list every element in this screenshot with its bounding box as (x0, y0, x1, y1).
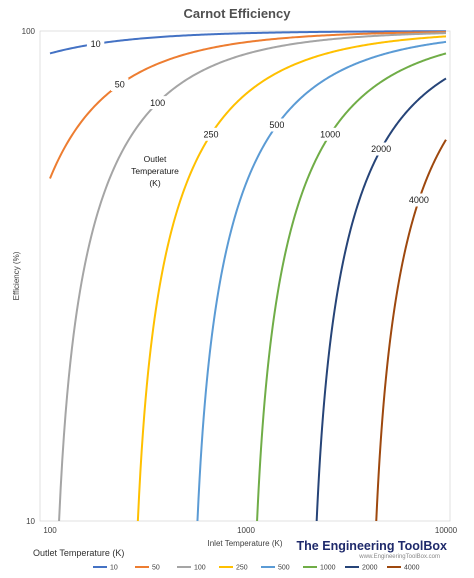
y-axis-title: Efficiency (%) (12, 251, 21, 300)
legend-label-2000: 2000 (362, 565, 378, 572)
series-label-bg-500 (265, 118, 289, 132)
series-label-250: 250 (203, 130, 218, 140)
plot-frame (39, 30, 451, 522)
legend-label-4000: 4000 (404, 565, 420, 572)
annotation-outlet-temperature: Outlet Temperature (K) (131, 154, 179, 188)
x-tick-label-1000: 1000 (237, 526, 255, 535)
series-line-500 (196, 40, 447, 522)
series-label-50: 50 (115, 80, 125, 90)
series-label-bg-250 (199, 127, 223, 141)
series-label-10: 10 (91, 39, 101, 49)
series-label-4000: 4000 (409, 195, 429, 205)
x-axis-title: Inlet Temperature (K) (208, 539, 283, 548)
legend-label-100: 100 (194, 565, 206, 572)
y-tick-label-100: 100 (22, 27, 36, 36)
series-label-500: 500 (269, 120, 284, 130)
series-line-100 (58, 32, 447, 522)
series-line-4000 (375, 139, 447, 522)
watermark-title: The Engineering ToolBox (297, 539, 448, 553)
legend-label-1000: 1000 (320, 565, 336, 572)
curves-layer (49, 30, 447, 522)
legend-label-10: 10 (110, 565, 118, 572)
plot-area (39, 30, 451, 522)
series-label-bg-10 (86, 37, 105, 51)
series-line-1000 (256, 52, 447, 522)
chart-title: Carnot Efficiency (184, 6, 292, 21)
legend-label-500: 500 (278, 565, 290, 572)
x-tick-label-10000: 10000 (435, 526, 458, 535)
legend-title: Outlet Temperature (K) (33, 548, 124, 558)
annotation-line-2: Temperature (131, 166, 179, 176)
x-tick-label-100: 100 (43, 526, 57, 535)
series-line-10 (49, 30, 447, 55)
y-tick-label-10: 10 (26, 517, 35, 526)
series-label-100: 100 (150, 98, 165, 108)
legend-label-50: 50 (152, 565, 160, 572)
series-line-250 (136, 35, 447, 522)
legend: 10 50 100 250 500 1000 2000 4000 (93, 565, 420, 572)
watermark: The Engineering ToolBox www.EngineeringT… (297, 539, 448, 560)
legend-label-250: 250 (236, 565, 248, 572)
series-label-bg-4000 (405, 193, 433, 207)
annotation-line-3: (K) (149, 178, 161, 188)
series-label-bg-1000 (316, 127, 345, 141)
series-label-2000: 2000 (371, 144, 391, 154)
curve-labels-layer: 10 50 100 250 500 1000 2000 4000 (86, 37, 433, 207)
watermark-url: www.EngineeringToolBox.com (358, 554, 440, 560)
series-label-1000: 1000 (320, 130, 340, 140)
series-label-bg-2000 (367, 142, 395, 156)
annotation-line-1: Outlet (144, 154, 167, 164)
series-label-bg-50 (111, 78, 129, 91)
series-label-bg-100 (146, 96, 169, 110)
